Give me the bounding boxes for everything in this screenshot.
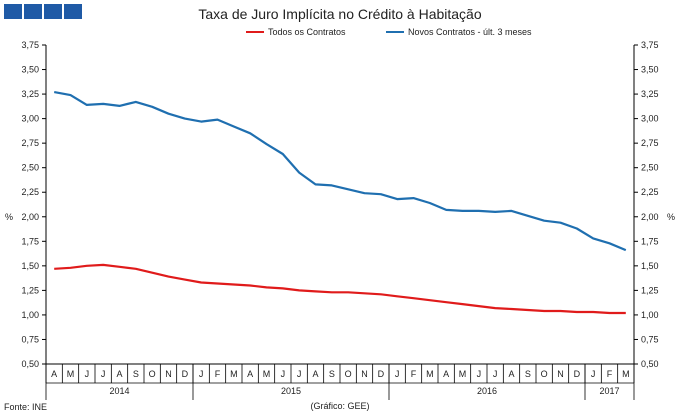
x-tick-label: M	[426, 369, 434, 379]
y-tick-label-left: 3,50	[21, 65, 39, 75]
year-label: 2014	[109, 386, 129, 396]
y-tick-label-left: 2,50	[21, 163, 39, 173]
x-tick-label: M	[622, 369, 630, 379]
y-tick-label-left: 1,50	[21, 261, 39, 271]
x-tick-label: A	[247, 369, 253, 379]
chart-title: Taxa de Juro Implícita no Crédito à Habi…	[198, 6, 482, 22]
x-tick-label: O	[149, 369, 156, 379]
logo-square	[4, 4, 22, 19]
x-tick-label: J	[395, 369, 400, 379]
y-tick-label-left: 1,00	[21, 310, 39, 320]
y-axis-label-right: %	[667, 212, 675, 222]
y-tick-label-right: 2,75	[641, 138, 659, 148]
legend-swatch-novos	[386, 31, 404, 33]
x-tick-label: S	[133, 369, 139, 379]
y-tick-label-right: 3,25	[641, 89, 659, 99]
x-tick-label: N	[361, 369, 368, 379]
legend-label-novos: Novos Contratos - últ. 3 meses	[408, 27, 532, 37]
x-tick-label: M	[263, 369, 271, 379]
logo-square	[24, 4, 42, 19]
brand-logo	[4, 4, 82, 19]
year-label: 2017	[599, 386, 619, 396]
legend-swatch-todos	[246, 31, 264, 33]
x-tick-label: N	[557, 369, 564, 379]
logo-square	[64, 4, 82, 19]
y-tick-label-right: 2,25	[641, 187, 659, 197]
y-tick-label-left: 1,25	[21, 285, 39, 295]
x-tick-label: O	[345, 369, 352, 379]
x-tick-label: O	[541, 369, 548, 379]
x-tick-label: J	[591, 369, 596, 379]
x-tick-label: M	[230, 369, 238, 379]
x-tick-label: F	[411, 369, 417, 379]
y-tick-label-left: 2,25	[21, 187, 39, 197]
x-tick-label: A	[508, 369, 514, 379]
x-tick-label: M	[67, 369, 75, 379]
y-tick-label-left: 0,75	[21, 334, 39, 344]
y-tick-label-right: 3,00	[641, 114, 659, 124]
y-tick-label-left: 1,75	[21, 236, 39, 246]
y-tick-label-left: 2,00	[21, 212, 39, 222]
y-tick-label-right: 1,50	[641, 261, 659, 271]
x-tick-label: S	[329, 369, 335, 379]
x-tick-label: A	[51, 369, 57, 379]
source-note: Fonte: INE	[4, 402, 48, 412]
x-tick-label: J	[85, 369, 90, 379]
series-line-todos-os-contratos	[54, 263, 626, 315]
x-tick-label: J	[199, 369, 204, 379]
x-tick-label: D	[378, 369, 385, 379]
y-tick-label-right: 1,00	[641, 310, 659, 320]
year-label: 2015	[281, 386, 301, 396]
x-tick-label: D	[182, 369, 189, 379]
series-line-novos-contratos	[54, 91, 627, 252]
x-tick-label: F	[607, 369, 613, 379]
y-tick-label-right: 0,50	[641, 359, 659, 369]
y-tick-label-right: 0,75	[641, 334, 659, 344]
x-tick-label: J	[101, 369, 106, 379]
legend-item-todos: Todos os Contratos	[246, 27, 346, 37]
x-tick-label: N	[165, 369, 172, 379]
x-tick-label: J	[477, 369, 482, 379]
chart-legend: Todos os Contratos Novos Contratos - últ…	[0, 27, 680, 43]
x-tick-label: D	[574, 369, 581, 379]
logo-square	[44, 4, 62, 19]
y-axis-label-left: %	[5, 212, 13, 222]
x-tick-label: J	[297, 369, 302, 379]
x-tick-label: S	[525, 369, 531, 379]
y-tick-label-left: 3,00	[21, 114, 39, 124]
y-tick-label-left: 2,75	[21, 138, 39, 148]
y-tick-label-right: 3,75	[641, 40, 659, 50]
y-tick-label-right: 3,50	[641, 65, 659, 75]
y-tick-label-left: 3,25	[21, 89, 39, 99]
x-tick-label: F	[215, 369, 221, 379]
y-tick-label-right: 2,00	[641, 212, 659, 222]
x-tick-label: M	[459, 369, 467, 379]
y-tick-label-left: 3,75	[21, 40, 39, 50]
x-tick-label: A	[443, 369, 449, 379]
year-label: 2016	[477, 386, 497, 396]
x-tick-label: J	[493, 369, 498, 379]
chart-credit: (Gráfico: GEE)	[310, 401, 370, 411]
legend-label-todos: Todos os Contratos	[268, 27, 346, 37]
x-tick-label: A	[312, 369, 318, 379]
legend-item-novos: Novos Contratos - últ. 3 meses	[386, 27, 532, 37]
x-tick-label: J	[281, 369, 286, 379]
y-tick-label-right: 2,50	[641, 163, 659, 173]
x-tick-label: A	[116, 369, 122, 379]
y-tick-label-right: 1,75	[641, 236, 659, 246]
y-tick-label-right: 1,25	[641, 285, 659, 295]
y-tick-label-left: 0,50	[21, 359, 39, 369]
